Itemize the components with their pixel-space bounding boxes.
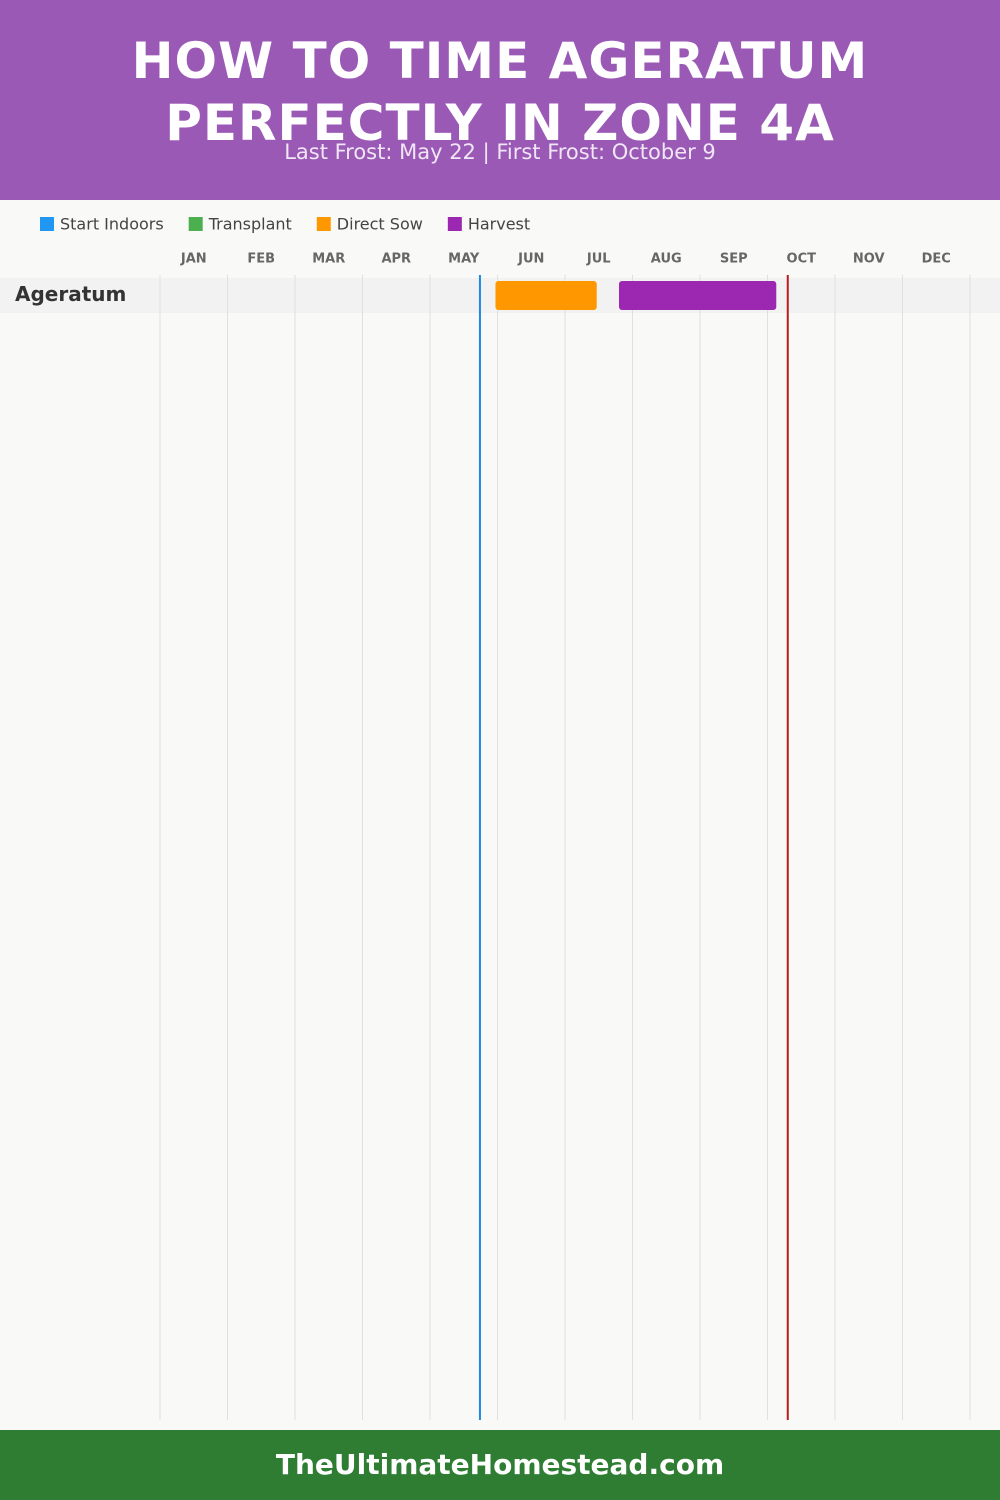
legend-swatch <box>316 217 331 231</box>
x-tick-label: JAN <box>180 252 207 267</box>
x-tick-label: MAR <box>312 252 345 267</box>
legend-swatch <box>447 217 462 231</box>
x-tick-label: MAY <box>448 252 480 267</box>
legend-label: Transplant <box>208 215 292 234</box>
legend-label: Harvest <box>468 215 530 234</box>
legend-swatch <box>40 217 54 231</box>
bar <box>619 281 777 310</box>
x-tick-label: OCT <box>787 252 817 267</box>
legend-swatch <box>188 217 203 231</box>
legend-label: Direct Sow <box>337 215 423 234</box>
x-tick-label: DEC <box>922 252 951 267</box>
bar <box>495 281 597 310</box>
row-label: Ageratum <box>15 282 126 306</box>
x-tick-label: FEB <box>247 252 275 267</box>
chart: Start Indoors Transplant Direct Sow Harvest… <box>0 215 1000 1420</box>
chart-subtitle: Last Frost: May 22 | First Frost: Octobe… <box>284 140 716 164</box>
x-tick-label: APR <box>381 252 411 267</box>
x-tick-label: JUN <box>517 252 544 267</box>
x-tick-label: AUG <box>651 252 682 267</box>
chart-title: HOW TO TIME AGERATUM PERFECTLY IN ZONE 4… <box>131 32 869 152</box>
header: HOW TO TIME AGERATUM PERFECTLY IN ZONE 4… <box>0 0 1000 200</box>
footer: TheUltimateHomestead.com <box>0 1430 1000 1500</box>
legend-label: Start Indoors <box>60 215 164 234</box>
x-tick-label: JUL <box>586 252 611 267</box>
x-tick-label: SEP <box>720 252 748 267</box>
x-tick-label: NOV <box>853 252 885 267</box>
